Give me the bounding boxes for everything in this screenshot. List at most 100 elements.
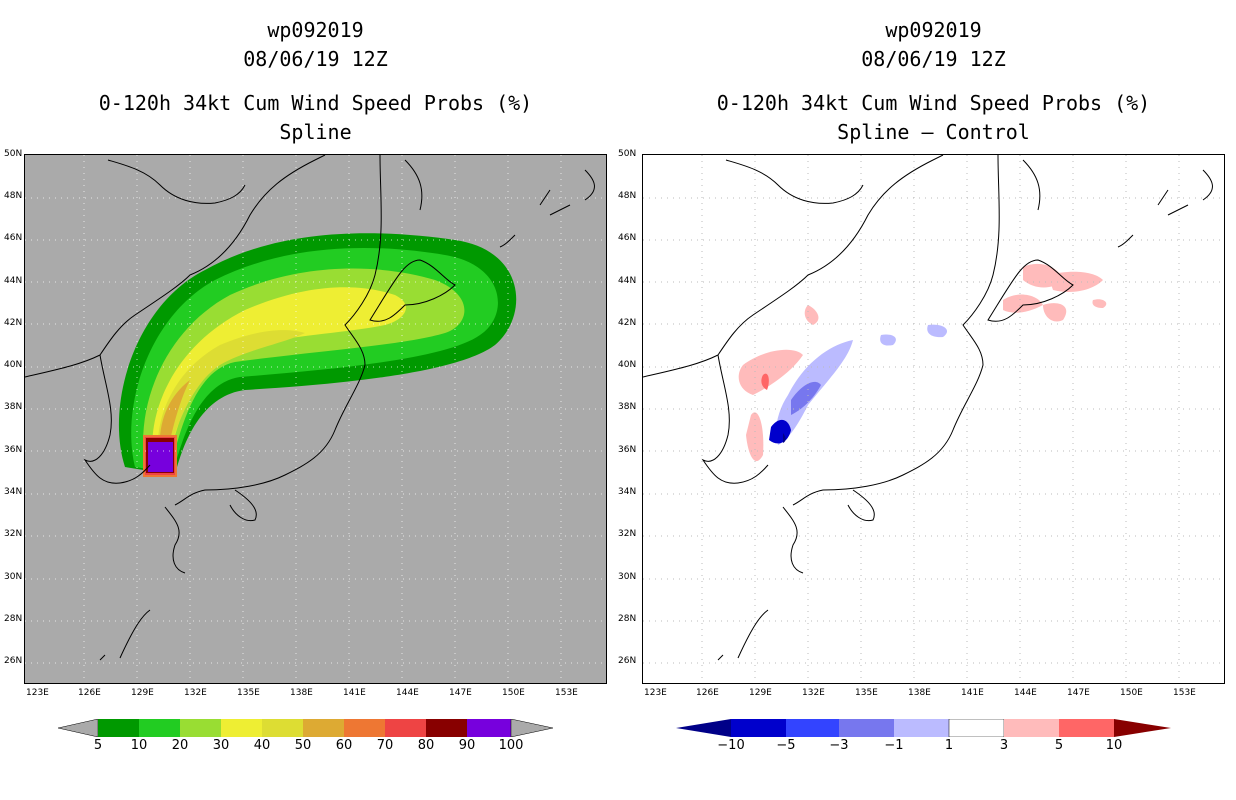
lon-label: 132E [184, 688, 207, 698]
lat-label: 42N [4, 318, 23, 328]
lon-label: 123E [644, 688, 667, 698]
lat-label: 44N [618, 276, 637, 286]
left-datetime: 08/06/19 12Z [243, 47, 388, 71]
lon-label: 144E [396, 688, 419, 698]
lat-label: 50N [4, 149, 23, 159]
lon-label: 132E [802, 688, 825, 698]
colorbar-label: −5 [776, 738, 796, 753]
lat-label: 28N [4, 614, 23, 624]
diff-negative [927, 324, 948, 338]
left-coastlines [25, 155, 595, 661]
lat-label: 28N [618, 614, 637, 624]
right-storm-id: wp092019 [885, 18, 982, 42]
colorbar-label: 30 [212, 738, 230, 753]
left-storm-id: wp092019 [267, 18, 364, 42]
colorbar-label: 10 [130, 738, 148, 753]
colorbar-label: 50 [294, 738, 312, 753]
lon-label: 129E [749, 688, 772, 698]
right-colorbar-svg [676, 719, 1171, 737]
lon-label: 147E [449, 688, 472, 698]
diff-positive [1043, 303, 1067, 322]
diff-negative-strong [783, 433, 786, 443]
lat-label: 30N [4, 572, 23, 582]
colorbar-label: −10 [717, 738, 745, 753]
lat-label: 48N [618, 191, 637, 201]
lat-label: 38N [618, 402, 637, 412]
colorbar-label: −3 [829, 738, 849, 753]
diff-positive [1092, 299, 1107, 308]
lat-label: 36N [4, 445, 23, 455]
right-datetime: 08/06/19 12Z [861, 47, 1006, 71]
lat-label: 30N [618, 572, 637, 582]
left-colorbar [58, 719, 553, 737]
diff-negative [791, 381, 821, 415]
lon-label: 129E [131, 688, 154, 698]
lon-label: 138E [908, 688, 931, 698]
prob-swath-40 [157, 330, 305, 460]
right-coastlines [643, 155, 1213, 661]
colorbar-label: 1 [944, 738, 954, 753]
prob-swath-30 [152, 287, 406, 465]
colorbar-label: 40 [253, 738, 271, 753]
lon-label: 126E [78, 688, 101, 698]
lon-label: 144E [1014, 688, 1037, 698]
lon-label: 135E [855, 688, 878, 698]
diff-positive [1003, 294, 1043, 313]
lat-label: 46N [618, 233, 637, 243]
colorbar-label: 20 [171, 738, 189, 753]
lon-label: 138E [290, 688, 313, 698]
lat-label: 34N [4, 487, 23, 497]
lat-label: 36N [618, 445, 637, 455]
lon-label: 135E [237, 688, 260, 698]
lat-label: 40N [618, 360, 637, 370]
lon-label: 126E [696, 688, 719, 698]
diff-positive [804, 305, 819, 325]
lat-label: 46N [4, 233, 23, 243]
left-title: 0-120h 34kt Cum Wind Speed Probs (%) [98, 91, 533, 115]
lat-label: 26N [4, 656, 23, 666]
colorbar-label: 5 [93, 738, 103, 753]
diff-positive-strong [761, 373, 769, 390]
lat-label: 42N [618, 318, 637, 328]
lat-label: 44N [4, 276, 23, 286]
lon-label: 141E [961, 688, 984, 698]
lat-label: 34N [618, 487, 637, 497]
lon-label: 153E [555, 688, 578, 698]
right-title: 0-120h 34kt Cum Wind Speed Probs (%) [716, 91, 1151, 115]
colorbar-label: 70 [376, 738, 394, 753]
colorbar-label: 3 [999, 738, 1009, 753]
lon-label: 150E [1120, 688, 1143, 698]
right-gridlines [643, 155, 1224, 683]
lat-label: 32N [4, 529, 23, 539]
lon-label: 141E [343, 688, 366, 698]
diff-negative [880, 334, 896, 346]
lon-label: 150E [502, 688, 525, 698]
colorbar-label: 100 [498, 738, 524, 753]
lon-label: 147E [1067, 688, 1090, 698]
lat-label: 26N [618, 656, 637, 666]
right-map-canvas [643, 155, 1224, 683]
left-gridlines [25, 155, 606, 683]
left-map [24, 154, 607, 684]
left-subtitle: Spline [279, 120, 352, 144]
lat-label: 32N [618, 529, 637, 539]
prob-core-100 [148, 442, 173, 472]
left-map-canvas [25, 155, 606, 683]
colorbar-label: 5 [1054, 738, 1064, 753]
colorbar-label: 80 [417, 738, 435, 753]
right-map [642, 154, 1225, 684]
right-subtitle: Spline – Control [837, 120, 1030, 144]
diff-positive [746, 412, 764, 462]
left-colorbar-svg [58, 719, 553, 737]
diff-negative-strong [769, 419, 791, 444]
lon-label: 153E [1173, 688, 1196, 698]
colorbar-label: 10 [1105, 738, 1123, 753]
lat-label: 48N [4, 191, 23, 201]
lon-label: 123E [26, 688, 49, 698]
colorbar-label: 90 [458, 738, 476, 753]
colorbar-label: 60 [335, 738, 353, 753]
lat-label: 40N [4, 360, 23, 370]
lat-label: 38N [4, 402, 23, 412]
lat-label: 50N [618, 149, 637, 159]
colorbar-label: −1 [884, 738, 904, 753]
